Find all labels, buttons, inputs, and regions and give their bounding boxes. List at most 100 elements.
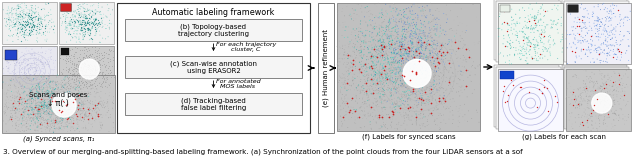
Point bbox=[60, 93, 70, 95]
Point bbox=[76, 28, 86, 31]
Point bbox=[525, 27, 536, 30]
Point bbox=[62, 126, 72, 128]
Point bbox=[32, 110, 42, 113]
Point bbox=[6, 116, 16, 119]
Point bbox=[352, 89, 362, 92]
Point bbox=[393, 111, 403, 114]
Point bbox=[424, 55, 435, 57]
Point bbox=[342, 97, 353, 99]
Point bbox=[70, 83, 81, 86]
Point bbox=[58, 101, 68, 103]
Point bbox=[411, 43, 421, 45]
Point bbox=[357, 110, 367, 112]
Point bbox=[410, 23, 420, 26]
Point bbox=[44, 48, 54, 50]
Point bbox=[428, 62, 438, 65]
Point bbox=[31, 104, 41, 106]
Point bbox=[520, 24, 531, 27]
Point bbox=[104, 19, 115, 22]
Point bbox=[529, 36, 540, 39]
Point bbox=[396, 81, 406, 84]
Point bbox=[25, 58, 35, 60]
Point bbox=[375, 72, 385, 75]
Point bbox=[40, 34, 51, 37]
Point bbox=[56, 95, 67, 97]
Point bbox=[58, 118, 68, 120]
Point bbox=[408, 72, 418, 75]
Point bbox=[445, 78, 455, 80]
Point bbox=[603, 74, 613, 76]
Point bbox=[342, 126, 353, 129]
Point bbox=[81, 113, 91, 115]
Point bbox=[33, 22, 44, 24]
Point bbox=[48, 92, 58, 94]
Point bbox=[90, 19, 100, 22]
Point bbox=[375, 86, 385, 89]
Point bbox=[342, 75, 353, 78]
Point bbox=[12, 5, 22, 7]
Point bbox=[394, 105, 404, 107]
Point bbox=[84, 70, 95, 73]
Point bbox=[36, 98, 46, 100]
Point bbox=[356, 11, 367, 13]
Point bbox=[364, 99, 374, 101]
Point bbox=[83, 106, 93, 109]
Point bbox=[368, 104, 378, 106]
Point bbox=[11, 81, 21, 84]
Point bbox=[587, 35, 597, 37]
Point bbox=[353, 54, 364, 56]
Point bbox=[77, 29, 88, 31]
Point bbox=[433, 69, 444, 72]
Point bbox=[28, 117, 38, 119]
Point bbox=[340, 57, 350, 60]
Point bbox=[369, 68, 380, 71]
Point bbox=[397, 30, 407, 33]
Point bbox=[67, 116, 77, 119]
Point bbox=[422, 68, 433, 70]
Point bbox=[454, 70, 464, 73]
Point bbox=[534, 24, 545, 27]
Point bbox=[429, 60, 439, 62]
Point bbox=[44, 61, 54, 64]
Point bbox=[536, 29, 547, 31]
Point bbox=[381, 47, 391, 49]
Point bbox=[388, 67, 399, 70]
Point bbox=[28, 117, 38, 119]
Point bbox=[335, 92, 346, 94]
Point bbox=[523, 44, 533, 47]
Point bbox=[90, 96, 100, 98]
Point bbox=[33, 117, 44, 119]
Point bbox=[40, 105, 51, 107]
Point bbox=[15, 19, 26, 21]
Point bbox=[32, 89, 42, 91]
Point bbox=[622, 19, 632, 22]
Point bbox=[424, 87, 435, 89]
Point bbox=[377, 72, 387, 75]
Point bbox=[83, 9, 93, 11]
Point bbox=[21, 127, 31, 129]
Point bbox=[618, 75, 628, 77]
Point bbox=[580, 27, 591, 30]
Point bbox=[51, 84, 61, 87]
Point bbox=[37, 25, 47, 27]
Point bbox=[78, 67, 88, 70]
Point bbox=[63, 16, 73, 19]
Point bbox=[13, 78, 24, 80]
Point bbox=[399, 73, 410, 76]
Point bbox=[43, 108, 53, 110]
Point bbox=[334, 46, 344, 48]
Point bbox=[524, 39, 534, 42]
Point bbox=[388, 73, 399, 75]
Point bbox=[6, 78, 16, 81]
Point bbox=[376, 101, 387, 103]
Point bbox=[356, 110, 367, 112]
Point bbox=[586, 90, 596, 92]
Point bbox=[58, 107, 68, 109]
Point bbox=[377, 90, 387, 92]
Point bbox=[391, 81, 401, 84]
Point bbox=[340, 70, 350, 72]
Point bbox=[35, 96, 45, 98]
Point bbox=[76, 27, 86, 30]
Point bbox=[421, 56, 431, 59]
Point bbox=[29, 60, 39, 62]
